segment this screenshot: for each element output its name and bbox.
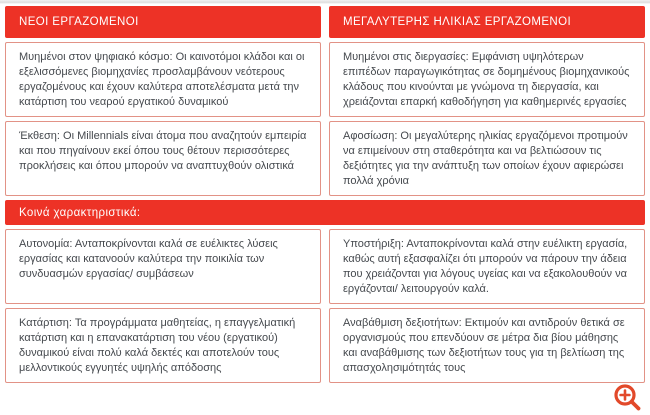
- cell-text: Υποστήριξη: Ανταποκρίνονται καλά στην ευ…: [343, 238, 628, 295]
- band-label: Κοινά χαρακτηριστικά:: [19, 206, 141, 219]
- top-divider: [0, 0, 650, 4]
- cell-text: Κατάρτιση: Τα προγράμματα μαθητείας, η ε…: [19, 317, 296, 374]
- column-header-older-workers: ΜΕΓΑΛΥΤΕΡΗΣ ΗΛΙΚΙΑΣ ΕΡΓΑΖΟΜΕΝΟΙ: [329, 6, 645, 38]
- table-cell-older-upskilling: Αναβάθμιση δεξιοτήτων: Εκτιμούν και αντι…: [329, 308, 645, 383]
- common-characteristics-band: Κοινά χαρακτηριστικά:: [5, 200, 645, 225]
- column-header-label: ΝΕΟΙ ΕΡΓΑΖΟΜΕΝΟΙ: [19, 16, 139, 28]
- cell-text: Μυημένοι στον ψηφιακό κόσμο: Οι καινοτόμ…: [19, 51, 305, 108]
- cell-text: Μυημένοι στις διεργασίες: Εμφάνιση υψηλό…: [343, 51, 630, 108]
- cell-text: Αναβάθμιση δεξιοτήτων: Εκτιμούν και αντι…: [343, 317, 625, 374]
- table-cell-older-support: Υποστήριξη: Ανταποκρίνονται καλά στην ευ…: [329, 229, 645, 304]
- zoom-in-icon: [614, 384, 641, 411]
- cell-text: Αφοσίωση: Οι μεγαλύτερης ηλικίας εργαζόμ…: [343, 130, 628, 187]
- table-cell-young-digital-world: Μυημένοι στον ψηφιακό κόσμο: Οι καινοτόμ…: [5, 42, 321, 117]
- table-cell-older-processes: Μυημένοι στις διεργασίες: Εμφάνιση υψηλό…: [329, 42, 645, 117]
- zoom-in-button[interactable]: [612, 382, 642, 412]
- column-header-label: ΜΕΓΑΛΥΤΕΡΗΣ ΗΛΙΚΙΑΣ ΕΡΓΑΖΟΜΕΝΟΙ: [343, 16, 572, 28]
- cell-text: Αυτονομία: Ανταποκρίνονται καλά σε ευέλι…: [19, 238, 278, 280]
- table-cell-young-autonomy: Αυτονομία: Ανταποκρίνονται καλά σε ευέλι…: [5, 229, 321, 304]
- workers-comparison-table: ΝΕΟΙ ΕΡΓΑΖΟΜΕΝΟΙ ΜΕΓΑΛΥΤΕΡΗΣ ΗΛΙΚΙΑΣ ΕΡΓ…: [5, 6, 645, 383]
- table-cell-older-dedication: Αφοσίωση: Οι μεγαλύτερης ηλικίας εργαζόμ…: [329, 121, 645, 196]
- cell-text: Έκθεση: Οι Millennials είναι άτομα που α…: [19, 130, 307, 172]
- column-header-young-workers: ΝΕΟΙ ΕΡΓΑΖΟΜΕΝΟΙ: [5, 6, 321, 38]
- table-cell-young-exposure: Έκθεση: Οι Millennials είναι άτομα που α…: [5, 121, 321, 196]
- table-cell-young-training: Κατάρτιση: Τα προγράμματα μαθητείας, η ε…: [5, 308, 321, 383]
